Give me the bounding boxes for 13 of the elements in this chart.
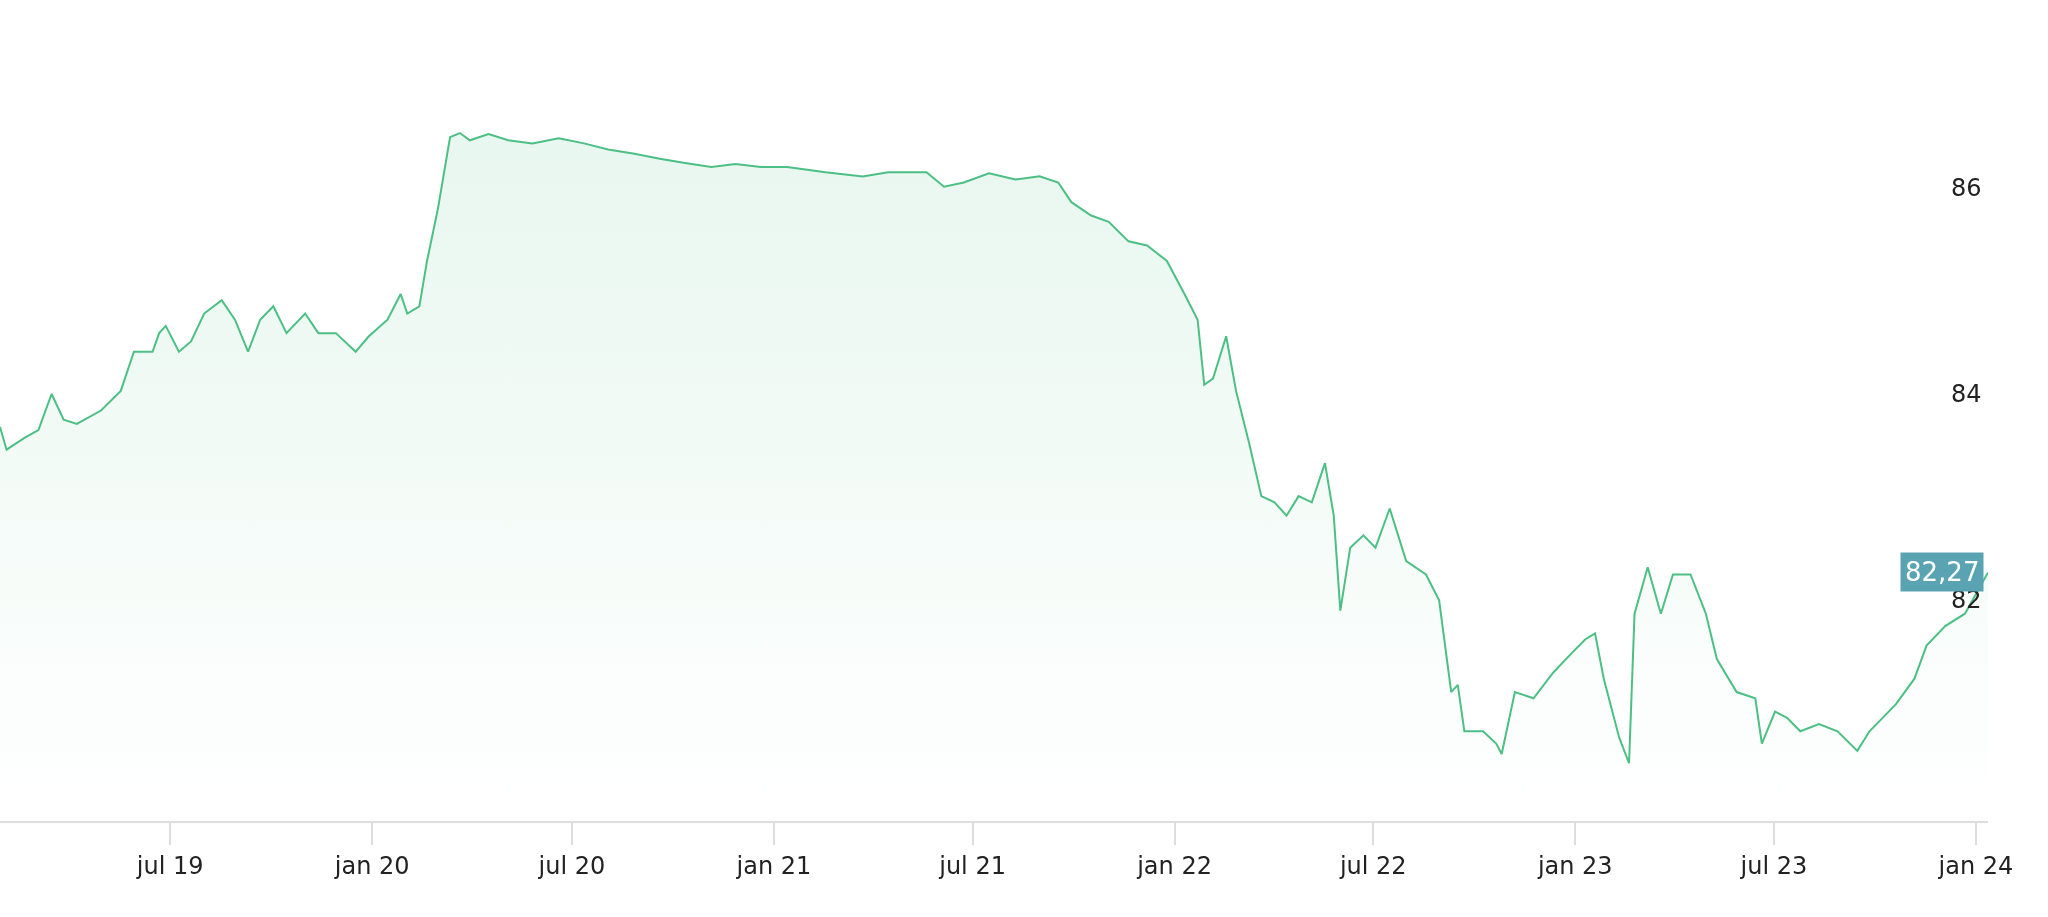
x-tick-label: jul 23 <box>1739 851 1808 880</box>
y-tick-label: 84 <box>1951 380 1982 408</box>
x-tick-label: jan 21 <box>735 851 812 880</box>
x-tick-label: jul 20 <box>537 851 606 880</box>
x-tick-label: jul 22 <box>1338 851 1407 880</box>
x-tick-label: jan 20 <box>333 851 410 880</box>
x-tick-label: jan 24 <box>1937 851 2014 880</box>
data-label: 82,27 <box>1905 557 1980 587</box>
x-tick-label: jan 23 <box>1536 851 1613 880</box>
x-tick-label: jan 22 <box>1136 851 1212 880</box>
x-tick-label: jul 19 <box>135 851 204 880</box>
y-tick-label: 86 <box>1951 174 1982 202</box>
x-tick-label: jul 21 <box>938 851 1006 880</box>
